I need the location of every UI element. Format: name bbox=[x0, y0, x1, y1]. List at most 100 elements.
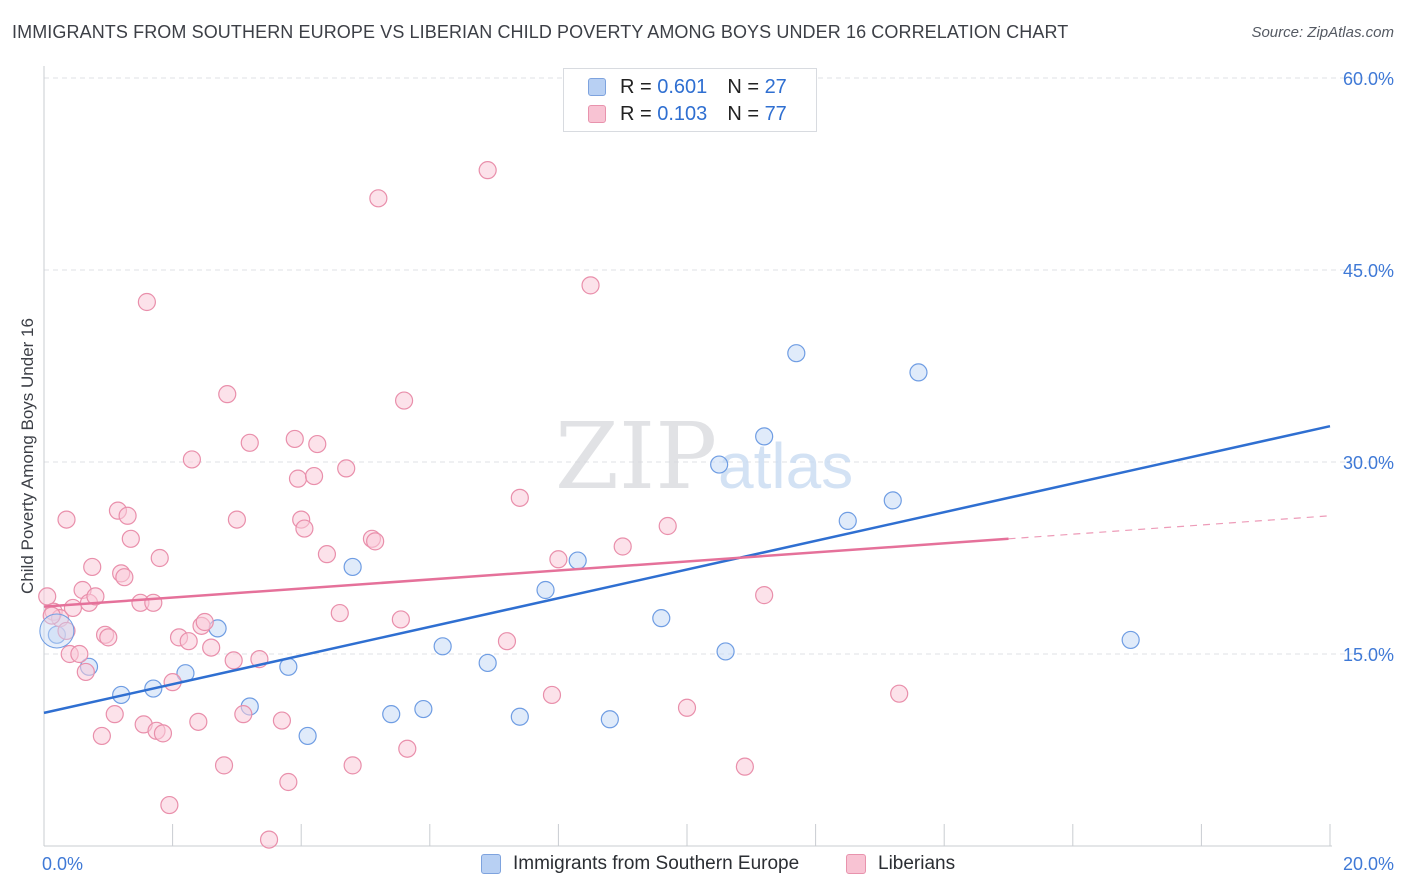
y-tick-label: 60.0% bbox=[1343, 69, 1394, 89]
pink-point bbox=[179, 632, 198, 651]
watermark-atlas: atlas bbox=[718, 430, 853, 502]
pink-point bbox=[304, 466, 324, 486]
pink-point bbox=[369, 189, 388, 208]
pink-point bbox=[92, 726, 111, 746]
pink-trend-extension bbox=[1008, 515, 1331, 540]
blue-point bbox=[433, 637, 452, 656]
legend-row-pink: R = 0.103 N = 77 bbox=[588, 102, 787, 126]
pink-n-label: N = bbox=[727, 102, 759, 125]
pink-point bbox=[57, 510, 76, 529]
pink-point bbox=[542, 685, 562, 705]
blue-point bbox=[478, 653, 497, 673]
pink-point bbox=[218, 385, 237, 404]
axes bbox=[43, 66, 1332, 847]
blue-point bbox=[838, 511, 857, 530]
pink-point bbox=[343, 756, 362, 775]
pink-point bbox=[234, 705, 253, 724]
pink-point bbox=[510, 488, 529, 507]
pink-swatch-icon bbox=[588, 105, 606, 123]
pink-point bbox=[391, 610, 410, 629]
pink-point bbox=[613, 537, 632, 556]
pink-n-value: 77 bbox=[764, 102, 787, 125]
y-axis-label: Child Poverty Among Boys Under 16 bbox=[18, 318, 37, 594]
blue-point bbox=[883, 491, 902, 510]
pink-point bbox=[70, 644, 89, 664]
tick-labels: 15.0% 30.0% 45.0% 60.0% 0.0% 20.0% bbox=[42, 69, 1394, 874]
watermark-zip: ZIP bbox=[555, 403, 717, 510]
blue-point bbox=[1121, 630, 1140, 650]
pink-point bbox=[398, 739, 417, 758]
blue-point bbox=[716, 642, 735, 661]
pink-point bbox=[366, 532, 385, 551]
pink-point bbox=[317, 545, 337, 564]
blue-point bbox=[298, 726, 317, 746]
y-tick-label: 15.0% bbox=[1343, 645, 1394, 665]
blue-point bbox=[536, 580, 555, 600]
blue-legend-label: Immigrants from Southern Europe bbox=[513, 853, 800, 874]
blue-point bbox=[652, 609, 671, 628]
pink-point bbox=[86, 587, 105, 606]
pink-point bbox=[227, 510, 246, 529]
blue-r-label: R = bbox=[620, 75, 652, 98]
pink-r-label: R = bbox=[620, 102, 652, 125]
pink-point bbox=[63, 598, 83, 618]
pink-point bbox=[478, 161, 497, 180]
blue-legend-swatch-icon bbox=[481, 854, 501, 874]
pink-point bbox=[118, 506, 137, 525]
pink-point bbox=[337, 459, 356, 478]
x-tick-label: 0.0% bbox=[42, 854, 83, 874]
blue-point bbox=[568, 551, 587, 570]
pink-point bbox=[115, 568, 134, 587]
blue-point bbox=[787, 344, 806, 363]
pink-point bbox=[581, 276, 600, 295]
pink-point bbox=[890, 684, 909, 703]
pink-point bbox=[99, 628, 118, 647]
blue-r-value: 0.601 bbox=[657, 75, 708, 98]
pink-point bbox=[153, 724, 173, 743]
pink-point bbox=[308, 434, 327, 454]
pink-point bbox=[279, 772, 298, 792]
blue-trend-line bbox=[43, 424, 1331, 715]
pink-point bbox=[189, 712, 208, 731]
pink-point bbox=[137, 292, 156, 312]
blue-point bbox=[343, 557, 362, 577]
blue-point bbox=[414, 699, 433, 719]
scatter-points bbox=[38, 161, 1140, 849]
watermark: ZIP atlas bbox=[555, 403, 853, 510]
pink-trend-line bbox=[43, 537, 1009, 608]
y-tick-label: 45.0% bbox=[1343, 261, 1394, 281]
pink-point bbox=[549, 550, 568, 569]
blue-n-label: N = bbox=[727, 75, 759, 98]
pink-point bbox=[38, 587, 57, 606]
blue-n-value: 27 bbox=[764, 75, 787, 98]
pink-point bbox=[497, 632, 517, 651]
pink-point bbox=[677, 698, 697, 717]
trend-lines bbox=[43, 424, 1331, 715]
blue-swatch-icon bbox=[588, 78, 606, 96]
blue-point bbox=[710, 455, 729, 474]
pink-point bbox=[83, 557, 102, 577]
pink-point bbox=[182, 450, 201, 469]
pink-point bbox=[57, 621, 76, 641]
pink-point bbox=[150, 548, 169, 568]
pink-point bbox=[214, 756, 234, 775]
pink-point bbox=[755, 586, 774, 605]
pink-point bbox=[160, 795, 179, 815]
x-tick-label: 20.0% bbox=[1343, 854, 1394, 874]
pink-point bbox=[259, 830, 279, 849]
y-tick-label: 30.0% bbox=[1343, 453, 1394, 473]
blue-point bbox=[600, 710, 619, 729]
blue-point bbox=[755, 427, 774, 446]
source-label: Source: ZipAtlas.com bbox=[1251, 24, 1394, 41]
bottom-legend-pink: Liberians bbox=[846, 852, 955, 876]
bottom-legend-blue: Immigrants from Southern Europe bbox=[481, 852, 799, 876]
legend-row-blue: R = 0.601 N = 27 bbox=[588, 75, 787, 99]
blue-large-point bbox=[39, 613, 75, 649]
blue-point bbox=[382, 705, 401, 724]
pink-point bbox=[658, 516, 677, 536]
pink-point bbox=[202, 638, 221, 657]
blue-point bbox=[909, 363, 928, 382]
pink-point bbox=[240, 433, 259, 452]
pink-point bbox=[76, 662, 95, 682]
